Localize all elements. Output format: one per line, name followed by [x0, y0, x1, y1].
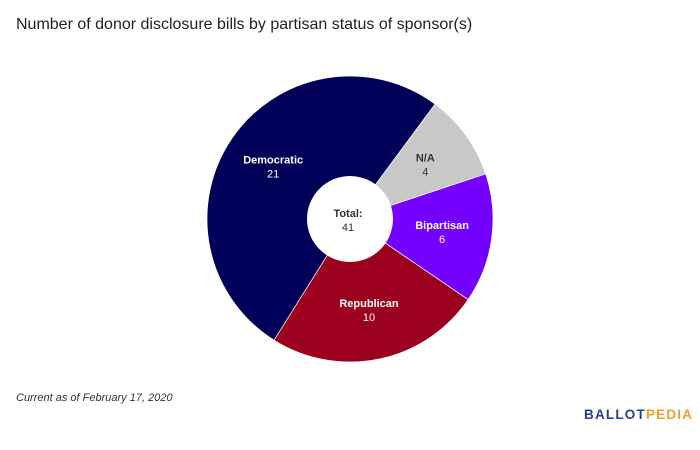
slice-value-bipartisan: 6 [439, 234, 445, 246]
slice-value-n-a: 4 [422, 166, 428, 178]
slice-bipartisan [349, 173, 494, 301]
ballotpedia-logo: BALLOTPEDIA [584, 407, 693, 422]
center-label: Total: [333, 208, 362, 220]
logo-part1: BALLOT [584, 407, 646, 422]
slice-label-republican: Republican [339, 298, 399, 310]
center-value: 41 [342, 222, 354, 234]
chart-title: Number of donor disclosure bills by part… [16, 16, 473, 33]
logo-part2: PEDIA [645, 407, 694, 422]
slice-value-republican: 10 [363, 312, 375, 324]
slice-label-democratic: Democratic [243, 155, 303, 167]
footnote: Current as of February 17, 2020 [16, 392, 173, 404]
slice-n-a [349, 103, 487, 220]
slice-label-n-a: N/A [416, 152, 435, 164]
slice-republican [273, 218, 469, 363]
center-hole [307, 176, 393, 262]
slice-value-democratic: 21 [267, 169, 279, 181]
slice-label-bipartisan: Bipartisan [415, 220, 469, 232]
